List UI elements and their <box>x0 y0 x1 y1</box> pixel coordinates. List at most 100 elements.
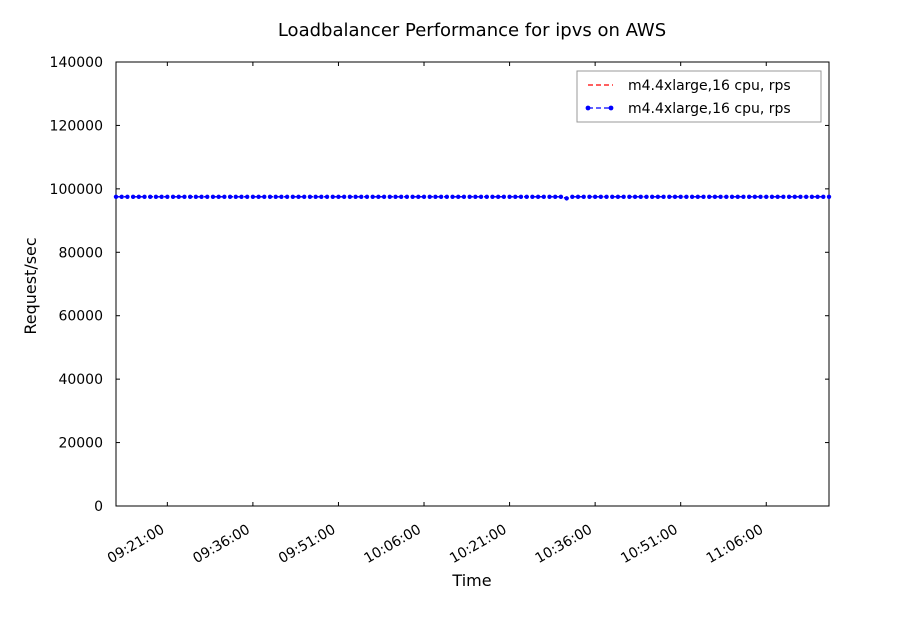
y-tick-label: 80000 <box>58 245 103 261</box>
data-point <box>399 194 404 199</box>
data-point <box>707 194 712 199</box>
data-point <box>541 194 546 199</box>
x-tick-label: 09:51:00 <box>276 522 338 567</box>
data-point <box>553 194 558 199</box>
data-point <box>353 194 358 199</box>
x-tick-label: 09:21:00 <box>105 522 167 567</box>
data-point <box>307 194 313 199</box>
data-point <box>678 194 683 199</box>
legend-label: m4.4xlarge,16 cpu, rps <box>628 101 791 117</box>
x-tick-label: 10:06:00 <box>362 522 424 567</box>
data-point <box>792 194 797 199</box>
data-point <box>290 194 296 199</box>
data-point <box>410 194 415 199</box>
y-tick-label: 100000 <box>50 182 103 198</box>
y-tick-label: 40000 <box>58 372 103 388</box>
data-point <box>187 194 193 199</box>
data-point <box>695 194 701 199</box>
data-point <box>153 194 159 199</box>
data-point <box>610 194 615 199</box>
data-point <box>205 194 210 199</box>
data-point <box>347 194 353 199</box>
data-point <box>490 194 495 199</box>
data-point <box>461 194 467 199</box>
data-point <box>815 194 820 199</box>
data-point <box>495 194 501 199</box>
data-point <box>330 194 335 199</box>
data-point <box>450 194 455 199</box>
chart-title: Loadbalancer Performance for ipvs on AWS <box>278 20 666 41</box>
series-layer <box>113 194 832 201</box>
data-point <box>427 194 432 199</box>
data-point <box>667 194 672 199</box>
data-point <box>781 194 786 199</box>
data-point <box>684 194 689 199</box>
data-point <box>689 194 695 199</box>
data-point <box>524 194 529 199</box>
y-axis: 0 20000 40000 60000 80000 100000 120000 140000 <box>50 55 829 515</box>
data-point <box>821 194 826 199</box>
data-point <box>672 194 678 199</box>
data-point <box>615 194 621 199</box>
x-tick-label: 10:21:00 <box>447 522 509 567</box>
data-point <box>592 194 598 199</box>
legend: m4.4xlarge,16 cpu, rps m4.4xlarge,16 cpu,… <box>576 70 822 123</box>
data-point <box>279 194 284 199</box>
data-point <box>165 194 170 199</box>
y-tick-label: 0 <box>94 499 103 515</box>
data-point <box>467 194 472 199</box>
y-tick-label: 60000 <box>58 309 103 325</box>
y-axis-label: Request/sec <box>21 237 40 334</box>
data-point <box>718 194 723 199</box>
data-point <box>324 194 330 199</box>
data-point <box>627 194 632 199</box>
x-axis: 09:21:00 09:36:00 09:51:00 10:06:00 10:21:00… <box>105 62 767 567</box>
data-point <box>803 194 809 199</box>
data-point <box>222 194 227 199</box>
data-point <box>752 194 758 199</box>
data-point <box>518 194 524 199</box>
data-point <box>644 194 649 199</box>
data-point <box>598 194 604 199</box>
data-point <box>273 194 278 199</box>
data-point <box>136 194 142 199</box>
data-point <box>444 194 450 199</box>
data-point <box>381 194 387 199</box>
data-point <box>575 194 581 199</box>
data-point <box>142 194 147 199</box>
data-point <box>535 194 541 199</box>
data-point <box>507 194 512 199</box>
data-point <box>233 194 238 199</box>
data-point <box>809 194 815 199</box>
data-point <box>170 194 176 199</box>
data-point <box>182 194 187 199</box>
data-point <box>547 194 552 199</box>
data-point <box>438 194 444 199</box>
data-point <box>581 194 586 199</box>
data-point <box>239 194 244 199</box>
x-axis-label: Time <box>451 571 491 590</box>
data-point <box>456 194 461 199</box>
data-point <box>336 194 341 199</box>
data-point <box>341 194 347 199</box>
data-point <box>513 194 518 199</box>
data-point <box>826 194 832 199</box>
data-point <box>119 194 124 199</box>
data-point <box>473 194 478 199</box>
data-point <box>250 194 256 199</box>
data-point <box>284 194 290 199</box>
data-point <box>433 194 438 199</box>
data-point <box>621 194 626 199</box>
data-point <box>649 194 655 199</box>
data-point <box>421 194 427 199</box>
data-point <box>416 194 421 199</box>
data-point <box>364 194 370 199</box>
data-point <box>404 194 410 199</box>
data-point <box>798 194 803 199</box>
y-tick-label: 120000 <box>50 118 103 134</box>
data-point <box>741 194 746 199</box>
data-point <box>570 194 575 199</box>
data-point <box>712 194 718 199</box>
data-point <box>387 194 392 199</box>
